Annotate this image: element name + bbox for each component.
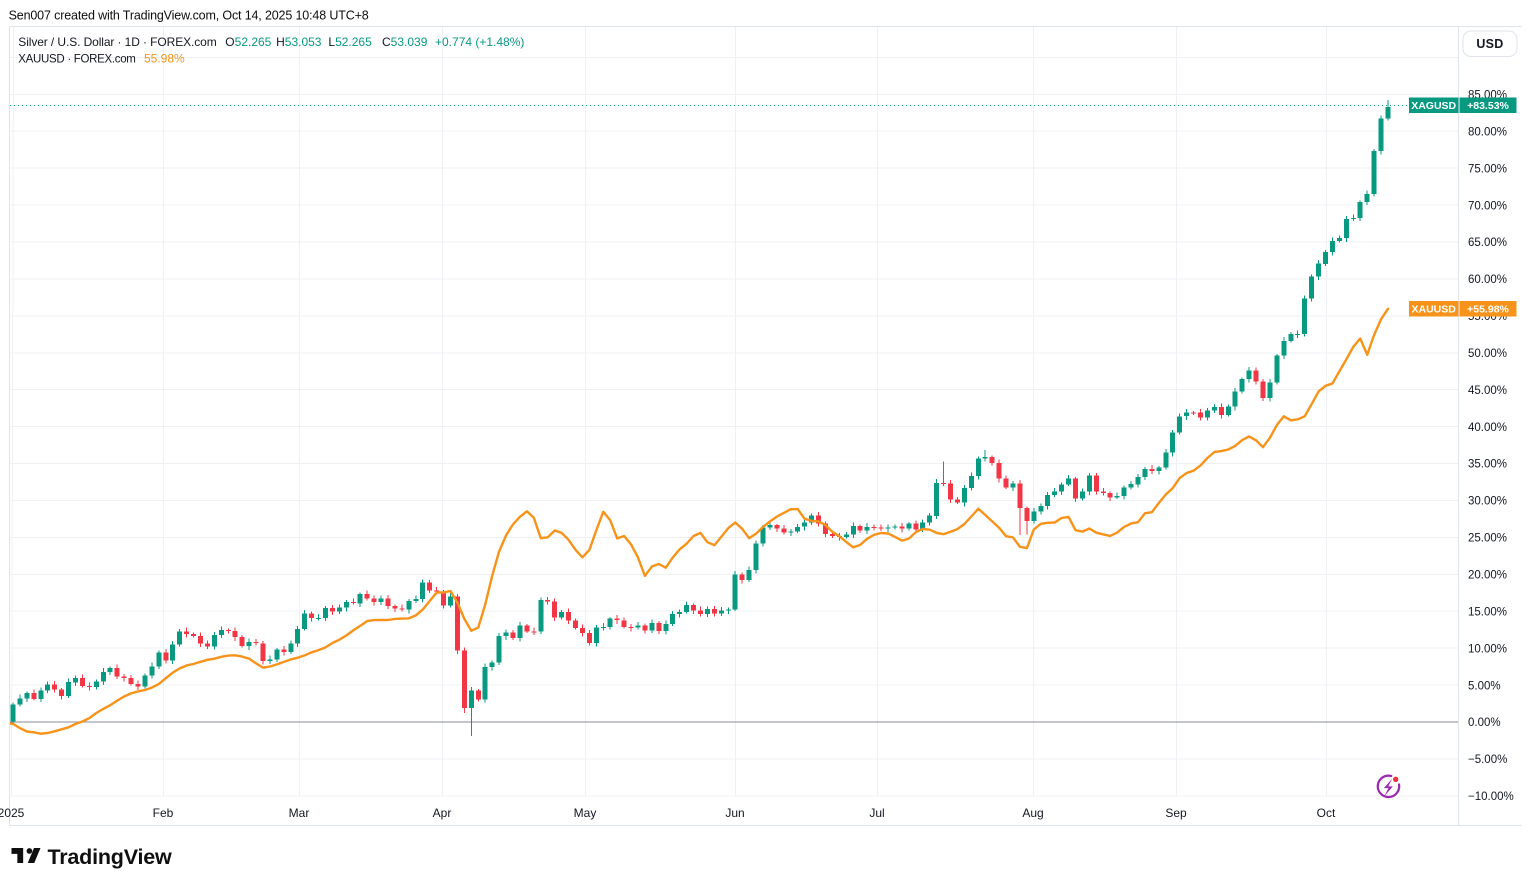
svg-text:Sen007 created with TradingVie: Sen007 created with TradingView.com, Oct… [9, 9, 369, 23]
svg-text:45.00%: 45.00% [1468, 385, 1507, 397]
svg-text:Silver / U.S. Dollar · 1D · FO: Silver / U.S. Dollar · 1D · FOREX.com [18, 35, 216, 49]
svg-text:Aug: Aug [1022, 806, 1043, 820]
svg-text:Jun: Jun [725, 806, 744, 820]
svg-text:80.00%: 80.00% [1468, 126, 1507, 138]
svg-text:−10.00%: −10.00% [1468, 791, 1514, 803]
svg-text:Feb: Feb [153, 806, 174, 820]
svg-text:55.98%: 55.98% [144, 51, 185, 65]
svg-text:60.00%: 60.00% [1468, 274, 1507, 286]
svg-text:75.00%: 75.00% [1468, 163, 1507, 175]
svg-text:5.00%: 5.00% [1468, 680, 1501, 692]
svg-text:0.00%: 0.00% [1468, 717, 1501, 729]
svg-text:25.00%: 25.00% [1468, 533, 1507, 545]
svg-text:Sep: Sep [1165, 806, 1187, 820]
svg-text:40.00%: 40.00% [1468, 422, 1507, 434]
svg-text:+83.53%: +83.53% [1467, 100, 1509, 112]
svg-text:H53.053: H53.053 [276, 35, 322, 49]
svg-text:C53.039: C53.039 [382, 35, 428, 49]
svg-text:XAUUSD: XAUUSD [1412, 303, 1457, 315]
svg-text:May: May [574, 806, 597, 820]
svg-text:30.00%: 30.00% [1468, 496, 1507, 508]
svg-text:USD: USD [1476, 37, 1503, 51]
svg-text:XAGUSD: XAGUSD [1411, 100, 1456, 112]
svg-text:+55.98%: +55.98% [1467, 303, 1509, 315]
svg-text:65.00%: 65.00% [1468, 237, 1507, 249]
svg-text:20.00%: 20.00% [1468, 570, 1507, 582]
svg-text:Mar: Mar [289, 806, 310, 820]
svg-text:70.00%: 70.00% [1468, 200, 1507, 212]
svg-text:Apr: Apr [433, 806, 452, 820]
svg-text:10.00%: 10.00% [1468, 643, 1507, 655]
svg-text:15.00%: 15.00% [1468, 606, 1507, 618]
svg-text:O52.265: O52.265 [225, 35, 271, 49]
svg-text:XAUUSD · FOREX.com: XAUUSD · FOREX.com [18, 53, 135, 65]
svg-text:Jul: Jul [869, 806, 884, 820]
svg-text:TradingView: TradingView [48, 845, 173, 869]
svg-text:−5.00%: −5.00% [1468, 754, 1507, 766]
svg-text:35.00%: 35.00% [1468, 459, 1507, 471]
svg-text:Oct: Oct [1317, 806, 1336, 820]
svg-text:2025: 2025 [0, 806, 25, 820]
svg-text:50.00%: 50.00% [1468, 348, 1507, 360]
svg-text:+0.774 (+1.48%): +0.774 (+1.48%) [435, 35, 524, 49]
svg-text:L52.265: L52.265 [328, 35, 372, 49]
